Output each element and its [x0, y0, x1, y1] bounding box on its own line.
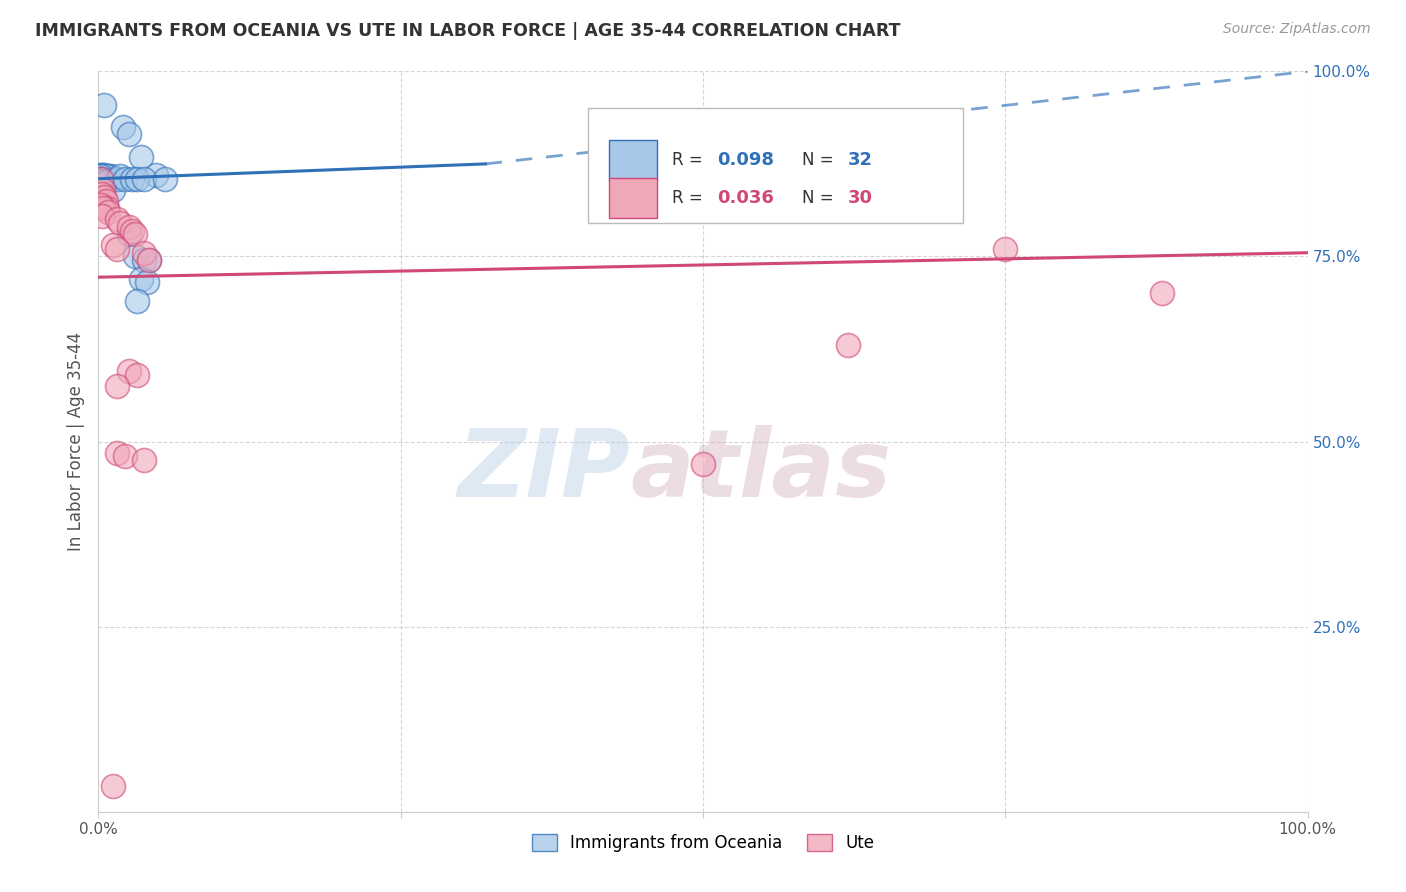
- Point: [134, 171, 156, 186]
- Point: [91, 168, 114, 182]
- Point: [105, 242, 128, 256]
- Point: [1152, 286, 1174, 301]
- Text: N =: N =: [803, 189, 839, 207]
- Point: [114, 450, 136, 464]
- Text: atlas: atlas: [630, 425, 891, 517]
- Point: [91, 202, 114, 216]
- Point: [97, 205, 120, 219]
- Point: [90, 168, 112, 182]
- Point: [692, 457, 714, 471]
- Text: Source: ZipAtlas.com: Source: ZipAtlas.com: [1223, 22, 1371, 37]
- Point: [105, 445, 128, 459]
- Point: [91, 174, 114, 188]
- Point: [91, 209, 114, 223]
- Point: [96, 169, 118, 184]
- Point: [134, 245, 156, 260]
- Point: [91, 186, 114, 201]
- Point: [97, 169, 120, 184]
- Point: [101, 779, 124, 793]
- Text: R =: R =: [672, 152, 707, 169]
- Point: [105, 171, 128, 186]
- Point: [118, 128, 141, 142]
- Point: [108, 169, 131, 184]
- Point: [105, 379, 128, 393]
- Point: [96, 202, 118, 216]
- Text: IMMIGRANTS FROM OCEANIA VS UTE IN LABOR FORCE | AGE 35-44 CORRELATION CHART: IMMIGRANTS FROM OCEANIA VS UTE IN LABOR …: [35, 22, 901, 40]
- Point: [91, 183, 114, 197]
- Point: [114, 171, 136, 186]
- Point: [837, 338, 859, 352]
- Point: [121, 171, 143, 186]
- Point: [129, 149, 152, 163]
- Point: [94, 194, 117, 208]
- Point: [91, 171, 114, 186]
- Point: [129, 271, 152, 285]
- Text: 0.036: 0.036: [717, 189, 775, 207]
- Bar: [609, 178, 657, 219]
- Legend: Immigrants from Oceania, Ute: Immigrants from Oceania, Ute: [524, 828, 882, 859]
- Point: [108, 216, 131, 230]
- Point: [90, 197, 112, 211]
- Text: 30: 30: [848, 189, 873, 207]
- Point: [105, 212, 128, 227]
- Text: 32: 32: [848, 152, 873, 169]
- Point: [111, 120, 134, 134]
- Bar: [609, 140, 657, 181]
- Point: [153, 171, 176, 186]
- Point: [127, 293, 149, 308]
- Point: [94, 171, 117, 186]
- Point: [135, 276, 157, 290]
- Point: [127, 171, 149, 186]
- Y-axis label: In Labor Force | Age 35-44: In Labor Force | Age 35-44: [66, 332, 84, 551]
- Text: N =: N =: [803, 152, 839, 169]
- Point: [93, 97, 115, 112]
- Point: [90, 169, 112, 184]
- Point: [90, 171, 112, 186]
- Point: [138, 253, 160, 268]
- Text: R =: R =: [672, 189, 707, 207]
- Point: [93, 168, 115, 182]
- Point: [118, 364, 141, 378]
- Point: [100, 169, 122, 184]
- Point: [138, 253, 160, 268]
- Point: [145, 168, 167, 182]
- Text: 0.098: 0.098: [717, 152, 775, 169]
- Point: [118, 219, 141, 234]
- Point: [94, 175, 117, 190]
- FancyBboxPatch shape: [588, 108, 963, 223]
- Point: [101, 238, 124, 252]
- Point: [101, 183, 124, 197]
- Point: [134, 453, 156, 467]
- Point: [124, 250, 146, 264]
- Point: [127, 368, 149, 382]
- Point: [994, 242, 1017, 256]
- Point: [93, 190, 115, 204]
- Point: [121, 223, 143, 237]
- Point: [91, 171, 114, 186]
- Point: [134, 253, 156, 268]
- Point: [118, 227, 141, 242]
- Point: [124, 227, 146, 242]
- Text: ZIP: ZIP: [457, 425, 630, 517]
